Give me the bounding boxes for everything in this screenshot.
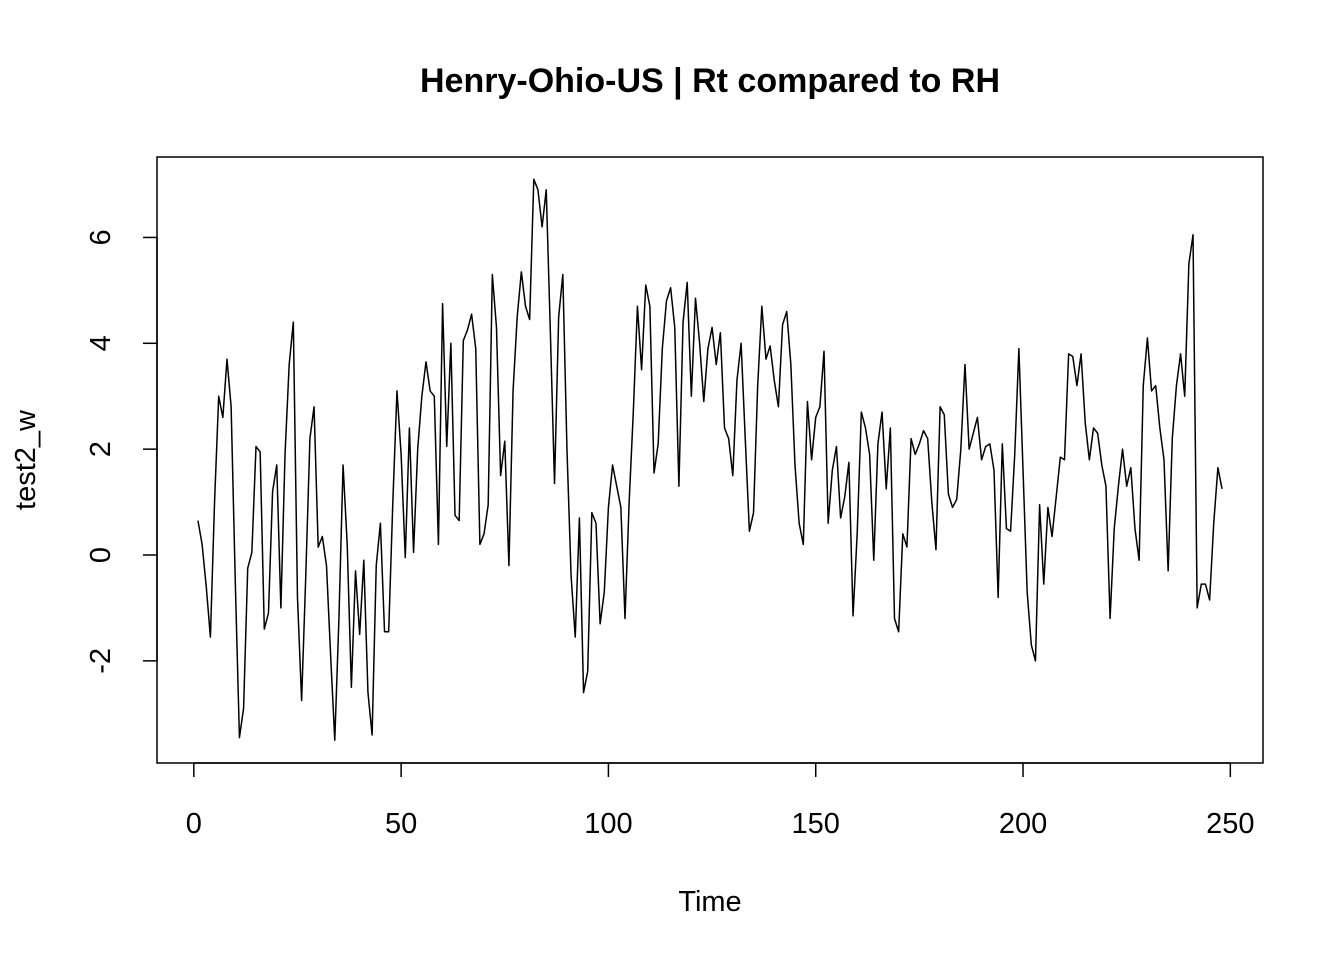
x-tick-label: 150 — [792, 808, 840, 840]
series-line — [197, 178, 1223, 741]
y-axis-label: test2_w — [10, 409, 42, 510]
x-tick-label: 250 — [1206, 808, 1254, 840]
chart-title: Henry-Ohio-US | Rt compared to RH — [420, 62, 1000, 100]
y-tick-label: 2 — [85, 441, 117, 457]
y-tick-label: -2 — [85, 648, 117, 674]
x-tick-label: 100 — [584, 808, 632, 840]
plot-box — [156, 156, 1264, 764]
x-axis-label: Time — [678, 886, 741, 918]
y-tick-label: 6 — [85, 229, 117, 245]
x-tick-label: 50 — [385, 808, 417, 840]
x-tick-label: 200 — [999, 808, 1047, 840]
y-tick-label: 4 — [85, 335, 117, 351]
x-tick-label: 0 — [186, 808, 202, 840]
y-tick-label: 0 — [85, 547, 117, 563]
